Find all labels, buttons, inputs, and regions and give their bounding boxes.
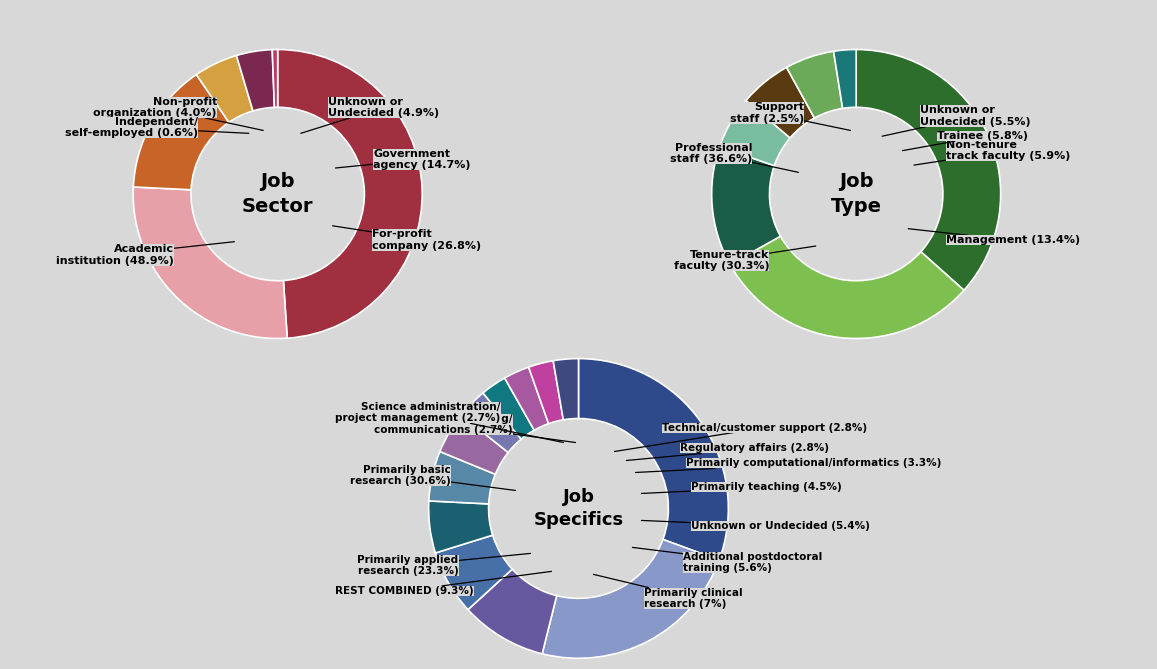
Text: Non-profit
organization (4.0%): Non-profit organization (4.0%) xyxy=(94,96,264,130)
Wedge shape xyxy=(462,393,521,452)
Text: Independent/
self-employed (0.6%): Independent/ self-employed (0.6%) xyxy=(65,116,249,138)
Wedge shape xyxy=(272,50,278,107)
Wedge shape xyxy=(553,359,578,420)
Wedge shape xyxy=(440,415,508,474)
Wedge shape xyxy=(482,378,535,439)
Wedge shape xyxy=(197,56,253,122)
Wedge shape xyxy=(133,74,229,190)
Text: Professional
staff (36.6%): Professional staff (36.6%) xyxy=(670,142,798,173)
Wedge shape xyxy=(504,367,548,430)
Text: Tenure-track
faculty (30.3%): Tenure-track faculty (30.3%) xyxy=(673,246,816,272)
Text: Trainee (5.8%): Trainee (5.8%) xyxy=(902,131,1029,151)
Wedge shape xyxy=(720,100,790,166)
Text: Primarily teaching (4.5%): Primarily teaching (4.5%) xyxy=(641,482,841,494)
Text: Regulatory affairs (2.8%): Regulatory affairs (2.8%) xyxy=(626,444,830,460)
Wedge shape xyxy=(133,187,287,339)
Text: For-profit
company (26.8%): For-profit company (26.8%) xyxy=(332,226,480,251)
Text: Additional postdoctoral
training (5.6%): Additional postdoctoral training (5.6%) xyxy=(633,547,823,573)
Text: Unknown or
Undecided (5.5%): Unknown or Undecided (5.5%) xyxy=(882,105,1031,136)
Text: Technical/customer support (2.8%): Technical/customer support (2.8%) xyxy=(614,423,868,452)
Wedge shape xyxy=(278,50,422,339)
Text: Support
staff (2.5%): Support staff (2.5%) xyxy=(730,102,850,130)
Wedge shape xyxy=(730,236,964,339)
Text: Primarily applied
research (23.3%): Primarily applied research (23.3%) xyxy=(358,553,531,576)
Wedge shape xyxy=(529,361,563,423)
Wedge shape xyxy=(543,539,720,658)
Text: Science administration/
project management (2.7%): Science administration/ project manageme… xyxy=(336,401,563,442)
Text: Primarily clinical
research (7%): Primarily clinical research (7%) xyxy=(594,575,743,609)
Wedge shape xyxy=(467,569,557,654)
Text: Job
Type: Job Type xyxy=(831,172,882,216)
Wedge shape xyxy=(236,50,274,111)
Text: Job
Specifics: Job Specifics xyxy=(533,488,624,529)
Text: Primarily basic
research (30.6%): Primarily basic research (30.6%) xyxy=(351,465,516,490)
Text: Non-tenure
track faculty (5.9%): Non-tenure track faculty (5.9%) xyxy=(914,140,1070,165)
Wedge shape xyxy=(787,52,842,118)
Text: Unknown or
Undecided (4.9%): Unknown or Undecided (4.9%) xyxy=(301,96,440,133)
Wedge shape xyxy=(712,147,781,264)
Wedge shape xyxy=(435,535,513,609)
Text: REST COMBINED (9.3%): REST COMBINED (9.3%) xyxy=(336,571,552,596)
Text: Academic
institution (48.9%): Academic institution (48.9%) xyxy=(56,242,235,266)
Text: Primarily computational/informatics (3.3%): Primarily computational/informatics (3.3… xyxy=(635,458,942,472)
Text: Unknown or Undecided (5.4%): Unknown or Undecided (5.4%) xyxy=(641,520,870,531)
Wedge shape xyxy=(578,359,729,560)
Wedge shape xyxy=(833,50,856,108)
Text: Job
Sector: Job Sector xyxy=(242,172,314,216)
Wedge shape xyxy=(429,452,495,504)
Text: Government
agency (14.7%): Government agency (14.7%) xyxy=(336,149,471,170)
Wedge shape xyxy=(746,68,815,138)
Wedge shape xyxy=(856,50,1001,290)
Text: Science writing/
communications (2.7%): Science writing/ communications (2.7%) xyxy=(374,413,575,442)
Wedge shape xyxy=(428,501,493,553)
Text: Management (13.4%): Management (13.4%) xyxy=(908,229,1079,246)
